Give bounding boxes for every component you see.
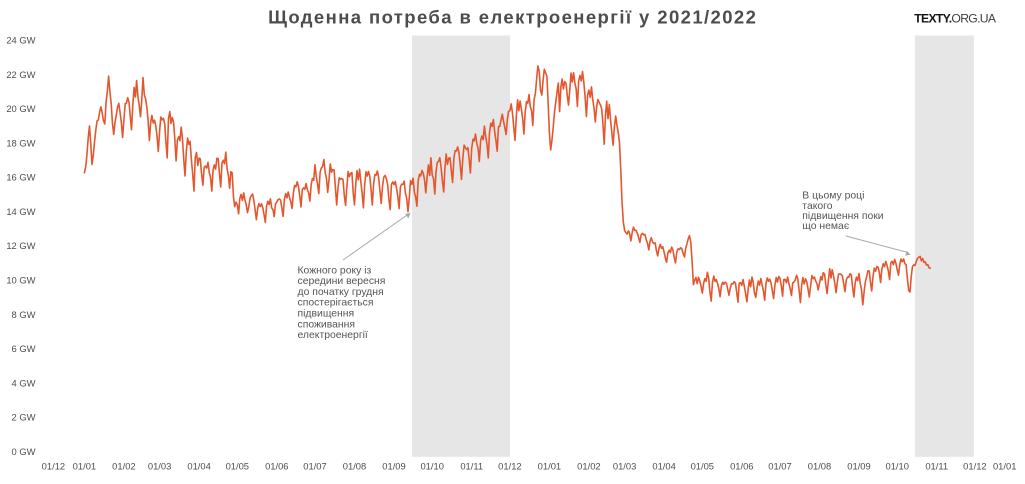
svg-text:TEXTY.ORG.UA: TEXTY.ORG.UA	[914, 11, 997, 25]
svg-text:01/12: 01/12	[963, 460, 986, 471]
svg-text:12 GW: 12 GW	[6, 240, 35, 251]
svg-text:01/11: 01/11	[460, 460, 483, 471]
svg-text:середини вересня: середини вересня	[298, 276, 386, 287]
svg-text:01/05: 01/05	[226, 460, 249, 471]
svg-text:01/10: 01/10	[885, 460, 908, 471]
svg-text:01/11: 01/11	[925, 460, 948, 471]
svg-text:01/01: 01/01	[73, 460, 96, 471]
svg-text:підвищення поки: підвищення поки	[802, 211, 883, 222]
svg-text:16 GW: 16 GW	[6, 172, 35, 183]
svg-text:підвищення: підвищення	[298, 309, 355, 320]
svg-text:01/02: 01/02	[577, 460, 600, 471]
svg-text:споживання: споживання	[298, 319, 356, 330]
svg-text:такого: такого	[802, 201, 832, 212]
svg-text:01/05: 01/05	[691, 460, 714, 471]
svg-text:22 GW: 22 GW	[6, 69, 35, 80]
svg-text:Щоденна потреба в електроенерг: Щоденна потреба в електроенергії у 2021/…	[268, 7, 757, 28]
svg-text:до початку грудня: до початку грудня	[298, 287, 384, 298]
svg-text:01/08: 01/08	[808, 460, 831, 471]
svg-text:01/03: 01/03	[613, 460, 636, 471]
svg-text:01/07: 01/07	[303, 460, 326, 471]
svg-text:0 GW: 0 GW	[12, 446, 36, 457]
svg-text:4 GW: 4 GW	[12, 377, 36, 388]
svg-text:01/04: 01/04	[187, 460, 210, 471]
svg-text:18 GW: 18 GW	[6, 137, 35, 148]
svg-text:24 GW: 24 GW	[6, 35, 35, 46]
svg-text:01/12: 01/12	[498, 460, 521, 471]
svg-text:01/01: 01/01	[993, 460, 1016, 471]
svg-text:01/09: 01/09	[382, 460, 405, 471]
svg-text:8 GW: 8 GW	[12, 309, 36, 320]
svg-text:01/03: 01/03	[148, 460, 171, 471]
svg-text:01/01: 01/01	[538, 460, 561, 471]
svg-text:01/06: 01/06	[730, 460, 753, 471]
svg-text:спостерігається: спостерігається	[298, 298, 374, 309]
svg-text:01/08: 01/08	[343, 460, 366, 471]
svg-text:01/10: 01/10	[420, 460, 443, 471]
svg-text:електроенергії: електроенергії	[298, 330, 368, 341]
svg-text:що немає: що немає	[802, 221, 850, 232]
svg-text:01/04: 01/04	[652, 460, 675, 471]
svg-text:01/12: 01/12	[42, 460, 65, 471]
svg-text:01/02: 01/02	[112, 460, 135, 471]
svg-text:10 GW: 10 GW	[6, 275, 35, 286]
svg-text:01/06: 01/06	[265, 460, 288, 471]
svg-text:Кожного року із: Кожного року із	[298, 265, 372, 276]
svg-text:14 GW: 14 GW	[6, 206, 35, 217]
svg-text:6 GW: 6 GW	[12, 343, 36, 354]
svg-text:В цьому році: В цьому році	[802, 191, 864, 202]
svg-text:01/07: 01/07	[768, 460, 791, 471]
svg-text:2 GW: 2 GW	[12, 412, 36, 423]
svg-text:20 GW: 20 GW	[6, 103, 35, 114]
svg-text:01/09: 01/09	[847, 460, 870, 471]
